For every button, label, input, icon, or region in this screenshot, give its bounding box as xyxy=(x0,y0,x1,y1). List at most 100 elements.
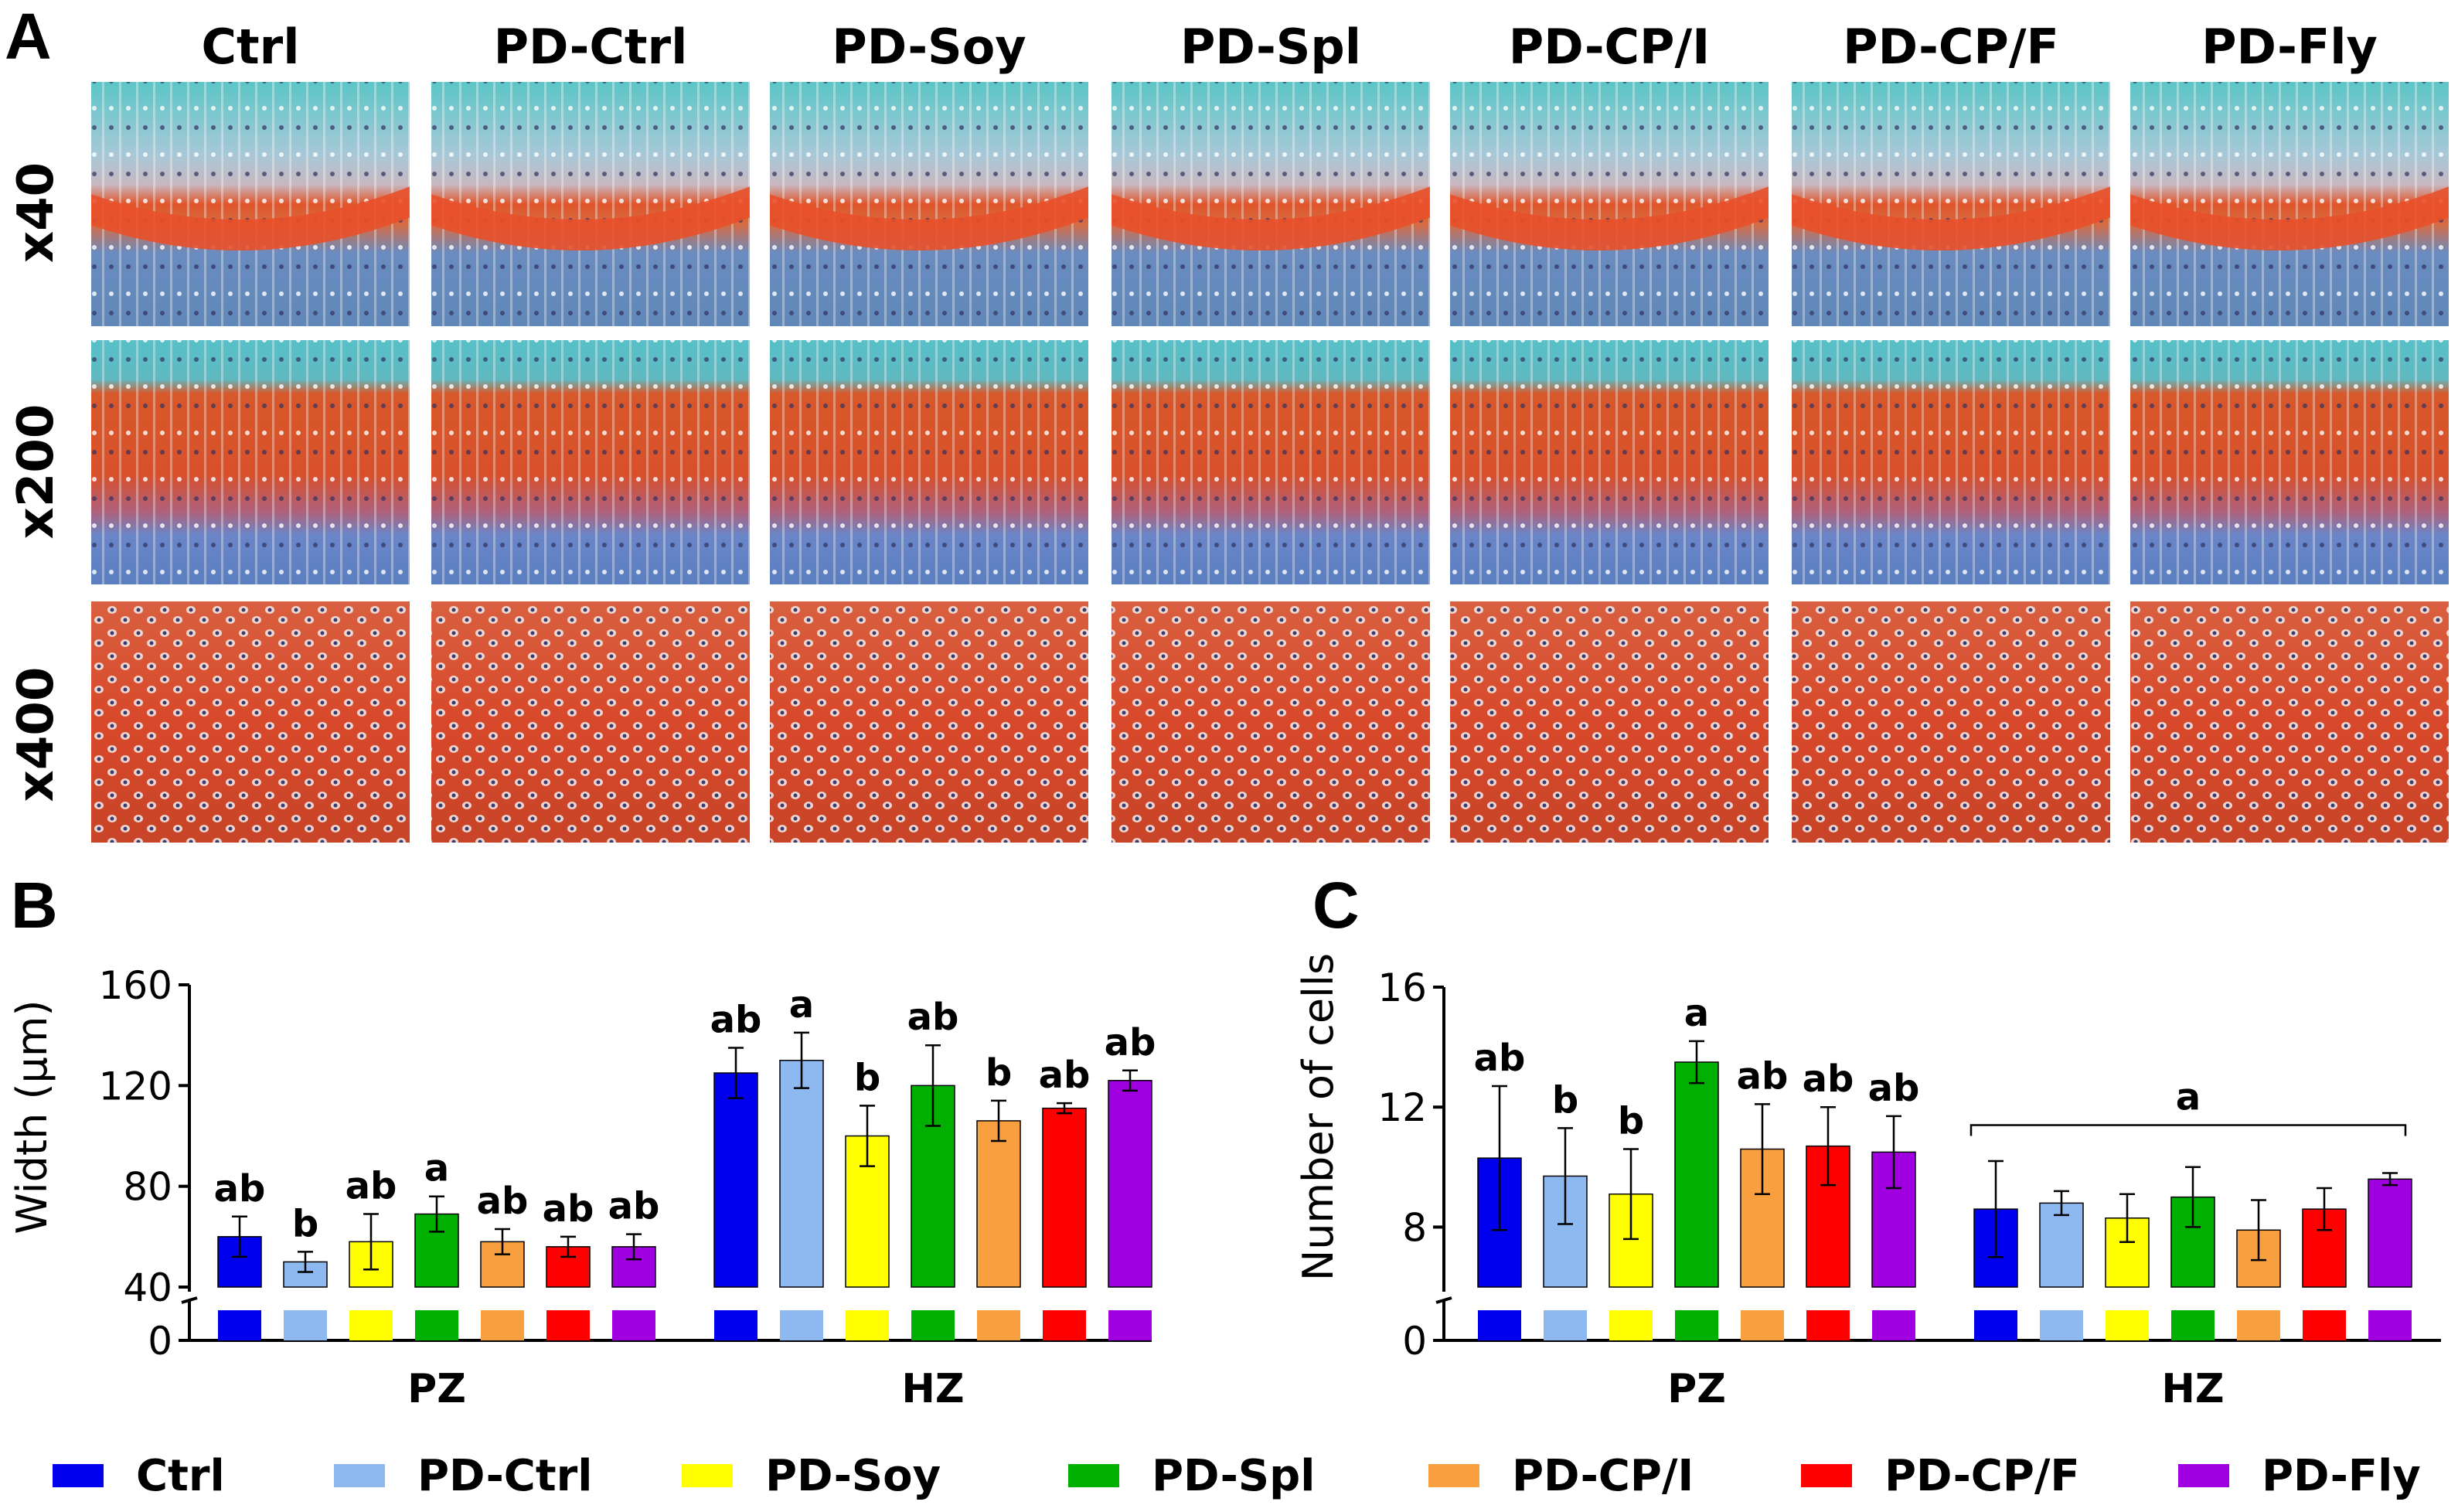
y-tick-label: 0 xyxy=(1402,1319,1427,1364)
bar-stub xyxy=(612,1310,655,1340)
micrograph-texture xyxy=(1450,340,1769,584)
legend-swatch xyxy=(2178,1464,2229,1487)
legend-label: PD-CP/I xyxy=(1512,1451,1694,1501)
bar-stub xyxy=(2171,1310,2215,1340)
row-label: x400 xyxy=(8,667,65,802)
bar-stub xyxy=(1974,1310,2017,1340)
significance-label: b xyxy=(854,1056,880,1099)
significance-label: ab xyxy=(214,1167,266,1211)
bar-stub xyxy=(415,1310,458,1340)
legend-label: Ctrl xyxy=(136,1451,225,1501)
legend-label: PD-Spl xyxy=(1152,1451,1315,1501)
legend-label: PD-Ctrl xyxy=(417,1451,593,1501)
micrograph-texture xyxy=(2130,601,2449,843)
column-label: Ctrl xyxy=(202,19,300,75)
significance-label: ab xyxy=(1737,1054,1789,1098)
bar-stub xyxy=(2303,1310,2346,1340)
y-tick-label: 12 xyxy=(1377,1085,1427,1130)
legend-label: PD-CP/F xyxy=(1884,1451,2080,1501)
column-label: PD-Soy xyxy=(832,19,1026,75)
significance-label: ab xyxy=(477,1180,529,1223)
bar-stub xyxy=(546,1310,590,1340)
legend-swatch xyxy=(1801,1464,1852,1487)
bar-stub xyxy=(846,1310,889,1340)
micrograph-texture xyxy=(1792,601,2110,843)
significance-label: ab xyxy=(1105,1021,1156,1064)
bracket-label: a xyxy=(2176,1075,2201,1119)
significance-label: b xyxy=(1618,1100,1644,1143)
panel-c-letter: C xyxy=(1312,869,1360,942)
legend-swatch xyxy=(682,1464,733,1487)
y-tick-label: 40 xyxy=(123,1265,172,1310)
chart-c-ylabel: Number of cells xyxy=(1294,953,1343,1281)
x-category-label: PZ xyxy=(1667,1366,1726,1412)
x-category-label: HZ xyxy=(2161,1366,2224,1412)
column-label: PD-CP/I xyxy=(1509,19,1710,75)
bar xyxy=(611,1246,656,1288)
bar-stub xyxy=(1741,1310,1784,1340)
significance-label: b xyxy=(986,1051,1012,1095)
bar-stub xyxy=(977,1310,1020,1340)
significance-label: a xyxy=(1684,992,1709,1035)
column-label: PD-Spl xyxy=(1180,19,1361,75)
legend-label: PD-Soy xyxy=(765,1451,941,1501)
bar-stub xyxy=(714,1310,757,1340)
micrograph-texture xyxy=(770,601,1088,843)
y-tick-label: 160 xyxy=(99,963,172,1008)
y-tick-label: 16 xyxy=(1377,965,1427,1010)
bar xyxy=(2302,1208,2347,1288)
legend-swatch xyxy=(53,1464,104,1487)
bar-stub xyxy=(1872,1310,1915,1340)
significance-label: ab xyxy=(608,1185,660,1228)
significance-label: b xyxy=(1552,1078,1578,1122)
bar-stub xyxy=(2368,1310,2412,1340)
micrograph-texture xyxy=(1450,601,1769,843)
significance-label: ab xyxy=(346,1165,397,1208)
bar-stub xyxy=(2040,1310,2083,1340)
significance-label: ab xyxy=(710,998,762,1041)
row-label: x40 xyxy=(8,162,65,263)
axis-break-mark xyxy=(181,1296,198,1304)
bar xyxy=(1674,1061,1719,1288)
y-tick-label: 0 xyxy=(148,1319,172,1364)
bar-stub xyxy=(218,1310,261,1340)
significance-label: ab xyxy=(1803,1057,1854,1101)
legend: Ctrl PD-Ctrl PD-Soy PD-Spl PD-CP/I PD-CP/F PD-… xyxy=(53,1451,2421,1501)
bar xyxy=(1108,1080,1152,1288)
significance-label: ab xyxy=(543,1187,594,1231)
row-label: x200 xyxy=(8,404,65,540)
column-label: PD-Fly xyxy=(2201,19,2378,75)
legend-label: PD-Fly xyxy=(2262,1451,2421,1501)
bar-stub xyxy=(284,1310,327,1340)
panel-a-letter: A xyxy=(5,0,52,73)
significance-label: a xyxy=(789,983,814,1027)
significance-label: a xyxy=(424,1147,449,1190)
bar-stub xyxy=(1108,1310,1152,1340)
growth-plate-band xyxy=(770,186,1088,251)
x-category-label: HZ xyxy=(901,1366,964,1412)
bar xyxy=(976,1120,1021,1288)
y-tick-label: 80 xyxy=(123,1165,172,1210)
bar-stub xyxy=(1043,1310,1086,1340)
panel-b-letter: B xyxy=(11,869,58,942)
bar-stub xyxy=(2237,1310,2280,1340)
growth-plate-band xyxy=(2130,186,2449,251)
axis-break-mark xyxy=(1435,1296,1452,1304)
significance-label: ab xyxy=(1868,1067,1920,1110)
x-category-label: PZ xyxy=(407,1366,466,1412)
growth-plate-band xyxy=(91,186,410,251)
growth-plate-band xyxy=(1112,186,1430,251)
legend-swatch xyxy=(1428,1464,1479,1487)
significance-label: b xyxy=(292,1202,318,1245)
bar xyxy=(779,1060,824,1288)
y-tick-label: 8 xyxy=(1402,1205,1427,1250)
bar-stub xyxy=(481,1310,524,1340)
bar-stub xyxy=(349,1310,393,1340)
bar-stub xyxy=(1609,1310,1653,1340)
micrograph-texture xyxy=(1792,340,2110,584)
growth-plate-band xyxy=(1450,186,1769,251)
micrograph-texture xyxy=(770,340,1088,584)
